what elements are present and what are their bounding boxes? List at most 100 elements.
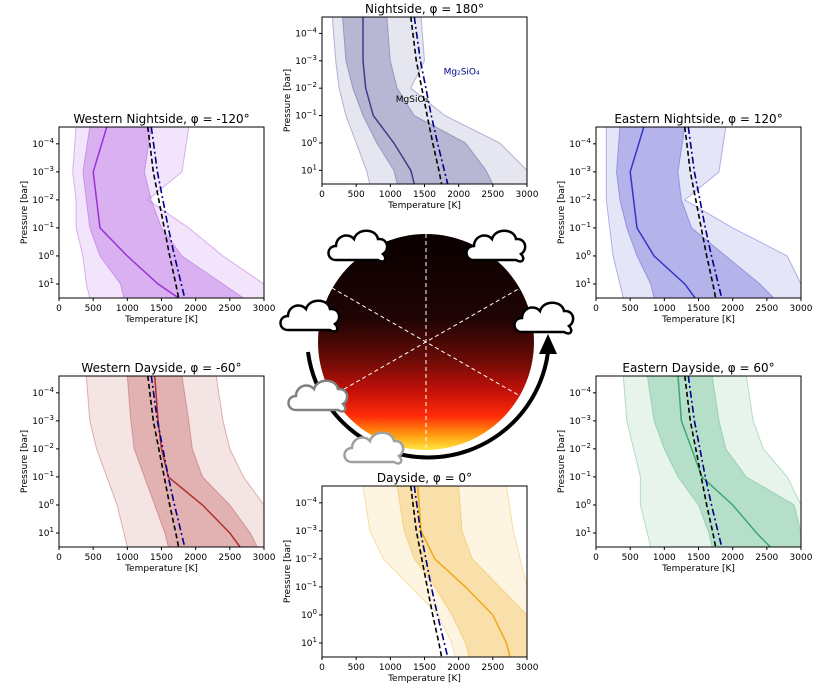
y-tick-label: 10−3 (569, 414, 591, 427)
x-tick-label: 2000 (447, 190, 470, 200)
y-tick-label: 100 (575, 498, 591, 511)
x-tick-label: 2000 (184, 304, 207, 314)
y-tick-label: 100 (301, 136, 317, 149)
plot-area (622, 376, 801, 547)
y-tick-label: 100 (575, 249, 591, 262)
x-tick-label: 1500 (687, 553, 710, 563)
x-axis-label: Temperature [K] (124, 564, 198, 574)
y-tick-label: 10−3 (32, 414, 54, 427)
x-tick-label: 0 (319, 663, 325, 673)
condensation-curve-mg2sio4 (150, 127, 186, 298)
panel: 0 500 1000 1500 2000 2500 3000 10−4 10−3 10−2 10−1… (557, 361, 813, 574)
condensation-curve-mg2sio4 (413, 17, 449, 184)
outer-band (331, 17, 527, 184)
y-axis-label: Pressure [bar] (557, 181, 567, 244)
cloud-icon (343, 431, 405, 465)
x-tick-label: 1000 (379, 663, 402, 673)
planet-diagram (306, 234, 557, 460)
x-axis-label: Temperature [K] (387, 674, 461, 684)
panel-title: Nightside, φ = 180° (365, 2, 484, 16)
x-tick-label: 0 (56, 553, 62, 563)
panel: 0 500 1000 1500 2000 2500 3000 10−4 10−3 10−2 10−1… (557, 112, 813, 325)
x-tick-label: 0 (319, 190, 325, 200)
x-tick-label: 500 (85, 304, 102, 314)
y-tick-label: 10−4 (569, 137, 591, 150)
median-profile (629, 127, 696, 298)
inner-band (646, 376, 801, 547)
y-tick-label: 101 (301, 163, 317, 176)
y-tick-label: 10−2 (569, 442, 591, 455)
mg2sio4-label: Mg₂SiO₄ (444, 67, 480, 77)
inner-band (341, 17, 494, 184)
condensation-curve-mgsio3 (410, 17, 443, 184)
cloud-icon (327, 229, 389, 263)
y-tick-label: 100 (301, 608, 317, 621)
x-tick-label: 1500 (413, 190, 436, 200)
y-tick-label: 10−2 (32, 442, 54, 455)
y-axis-label: Pressure [bar] (283, 69, 293, 132)
y-tick-label: 10−4 (295, 496, 317, 509)
x-tick-label: 2000 (721, 304, 744, 314)
x-tick-label: 1000 (653, 304, 676, 314)
y-tick-label: 101 (575, 277, 591, 290)
y-tick-label: 101 (575, 526, 591, 539)
y-tick-label: 10−1 (295, 580, 317, 593)
x-tick-label: 2000 (721, 553, 744, 563)
panel-title: Eastern Nightside, φ = 120° (614, 112, 782, 126)
x-axis-label: Temperature [K] (124, 315, 198, 325)
panel-title: Dayside, φ = 0° (377, 471, 472, 485)
condensation-curve-mg2sio4 (687, 376, 723, 547)
x-tick-label: 0 (593, 553, 599, 563)
panels: 0 500 1000 1500 2000 2500 300010−410−310−210−1… (20, 2, 813, 684)
y-tick-label: 10−3 (295, 524, 317, 537)
y-tick-label: 10−3 (32, 165, 54, 178)
panel-title: Western Nightside, φ = -120° (73, 112, 249, 126)
y-tick-label: 10−1 (569, 470, 591, 483)
panel-title: Western Dayside, φ = -60° (81, 361, 241, 375)
median-profile (362, 17, 416, 184)
outer-band (362, 486, 527, 657)
inner-band (615, 127, 775, 298)
y-tick-label: 10−2 (32, 193, 54, 206)
x-tick-label: 3000 (253, 553, 276, 563)
cloud-icon (513, 301, 575, 335)
x-tick-label: 2500 (218, 304, 241, 314)
x-tick-label: 2500 (755, 304, 778, 314)
panel: 0 500 1000 1500 2000 2500 3000 10−4 10−3 10−2 10−1… (283, 471, 539, 684)
x-axis-label: Temperature [K] (661, 315, 735, 325)
y-axis-label: Pressure [bar] (20, 430, 30, 493)
x-tick-label: 3000 (253, 304, 276, 314)
cloud-icon (465, 229, 527, 263)
x-tick-label: 1000 (116, 553, 139, 563)
y-axis-label: Pressure [bar] (283, 540, 293, 603)
x-tick-label: 3000 (790, 304, 813, 314)
mgsio3-label: MgSiO₃ (396, 95, 429, 105)
inner-band (126, 376, 258, 547)
panel: 0 500 1000 1500 2000 2500 3000 10−4 10−3 10−2 10−1… (20, 112, 276, 325)
condensation-curve-mg2sio4 (413, 486, 449, 657)
x-tick-label: 500 (85, 553, 102, 563)
x-tick-label: 2000 (184, 553, 207, 563)
longitude-lines (331, 234, 521, 450)
x-tick-label: 1000 (116, 304, 139, 314)
panel-title: Eastern Dayside, φ = 60° (622, 361, 774, 375)
y-tick-label: 10−2 (295, 81, 317, 94)
median-profile (92, 127, 180, 298)
panel: 0 500 1000 1500 2000 2500 3000 10−4 10−3 10−2 10−1… (283, 2, 539, 211)
x-tick-label: 1000 (653, 553, 676, 563)
x-tick-label: 0 (56, 304, 62, 314)
y-tick-label: 10−1 (32, 221, 54, 234)
x-tick-label: 2500 (481, 663, 504, 673)
condensation-curve-mg2sio4 (687, 127, 723, 298)
y-tick-label: 10−2 (569, 193, 591, 206)
x-tick-label: 3000 (790, 553, 813, 563)
outer-band (605, 127, 801, 298)
y-tick-label: 100 (38, 498, 54, 511)
x-tick-label: 1500 (413, 663, 436, 673)
y-tick-label: 10−3 (295, 54, 317, 67)
outer-band (85, 376, 264, 547)
y-tick-label: 10−4 (569, 386, 591, 399)
y-tick-label: 10−1 (32, 470, 54, 483)
y-tick-label: 10−3 (569, 165, 591, 178)
